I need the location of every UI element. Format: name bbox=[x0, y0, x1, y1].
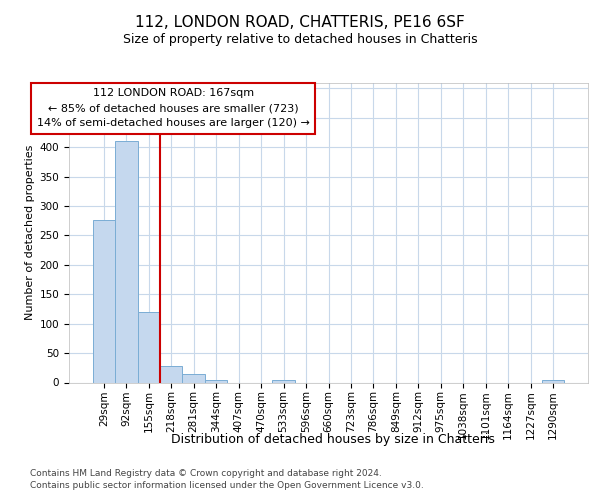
Bar bbox=[182, 374, 205, 382]
Bar bbox=[542, 380, 565, 382]
Bar bbox=[115, 142, 137, 382]
Bar bbox=[92, 220, 115, 382]
Text: 112 LONDON ROAD: 167sqm
← 85% of detached houses are smaller (723)
14% of semi-d: 112 LONDON ROAD: 167sqm ← 85% of detache… bbox=[37, 88, 310, 128]
Text: Size of property relative to detached houses in Chatteris: Size of property relative to detached ho… bbox=[122, 32, 478, 46]
Text: Distribution of detached houses by size in Chatteris: Distribution of detached houses by size … bbox=[171, 432, 495, 446]
Y-axis label: Number of detached properties: Number of detached properties bbox=[25, 145, 35, 320]
Bar bbox=[137, 312, 160, 382]
Text: Contains public sector information licensed under the Open Government Licence v3: Contains public sector information licen… bbox=[30, 481, 424, 490]
Bar bbox=[160, 366, 182, 382]
Text: Contains HM Land Registry data © Crown copyright and database right 2024.: Contains HM Land Registry data © Crown c… bbox=[30, 468, 382, 477]
Text: 112, LONDON ROAD, CHATTERIS, PE16 6SF: 112, LONDON ROAD, CHATTERIS, PE16 6SF bbox=[135, 15, 465, 30]
Bar bbox=[205, 380, 227, 382]
Bar bbox=[272, 380, 295, 382]
